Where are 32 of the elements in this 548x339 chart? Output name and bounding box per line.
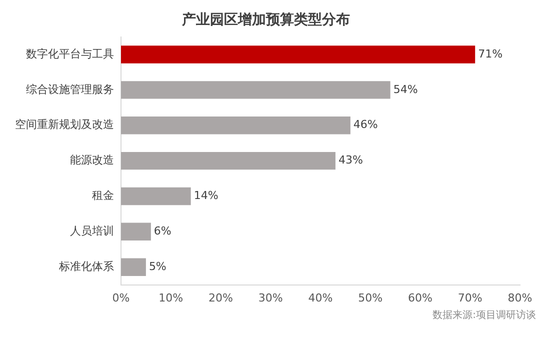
y-tick-label: 能源改造 <box>70 154 114 167</box>
x-tick-label: 0% <box>112 291 130 304</box>
source-note: 数据来源:项目调研访谈 <box>432 308 537 322</box>
y-tick-label: 租金 <box>92 189 114 202</box>
x-tick-label: 10% <box>158 291 184 304</box>
y-tick-label: 综合设施管理服务 <box>26 82 114 96</box>
x-tick-label: 70% <box>458 291 482 304</box>
x-tick-label: 40% <box>308 291 333 304</box>
x-tick-label: 80% <box>508 291 532 304</box>
data-label: 6% <box>154 224 172 238</box>
x-tick-label: 50% <box>358 291 383 304</box>
data-label: 14% <box>194 189 218 202</box>
data-label: 46% <box>353 118 378 132</box>
y-tick-label: 空间重新规划及改造 <box>15 118 114 132</box>
bar <box>121 116 350 134</box>
y-tick-label: 人员培训 <box>70 224 114 238</box>
data-label: 71% <box>478 47 503 60</box>
data-label: 5% <box>148 260 166 273</box>
x-tick-label: 20% <box>208 291 233 304</box>
x-tick-label: 60% <box>408 291 432 304</box>
bar <box>121 46 476 64</box>
bar <box>121 258 146 276</box>
y-tick-label: 数字化平台与工具 <box>26 47 114 60</box>
bar <box>121 152 336 170</box>
x-tick-label: 30% <box>258 291 283 304</box>
bar <box>121 222 151 241</box>
data-label: 54% <box>393 82 418 96</box>
y-tick-label: 标准化体系 <box>58 260 114 273</box>
bar <box>121 81 390 99</box>
bar <box>121 187 191 206</box>
chart-title: 产业园区增加预算类型分布 <box>181 11 350 28</box>
data-label: 43% <box>338 154 363 167</box>
